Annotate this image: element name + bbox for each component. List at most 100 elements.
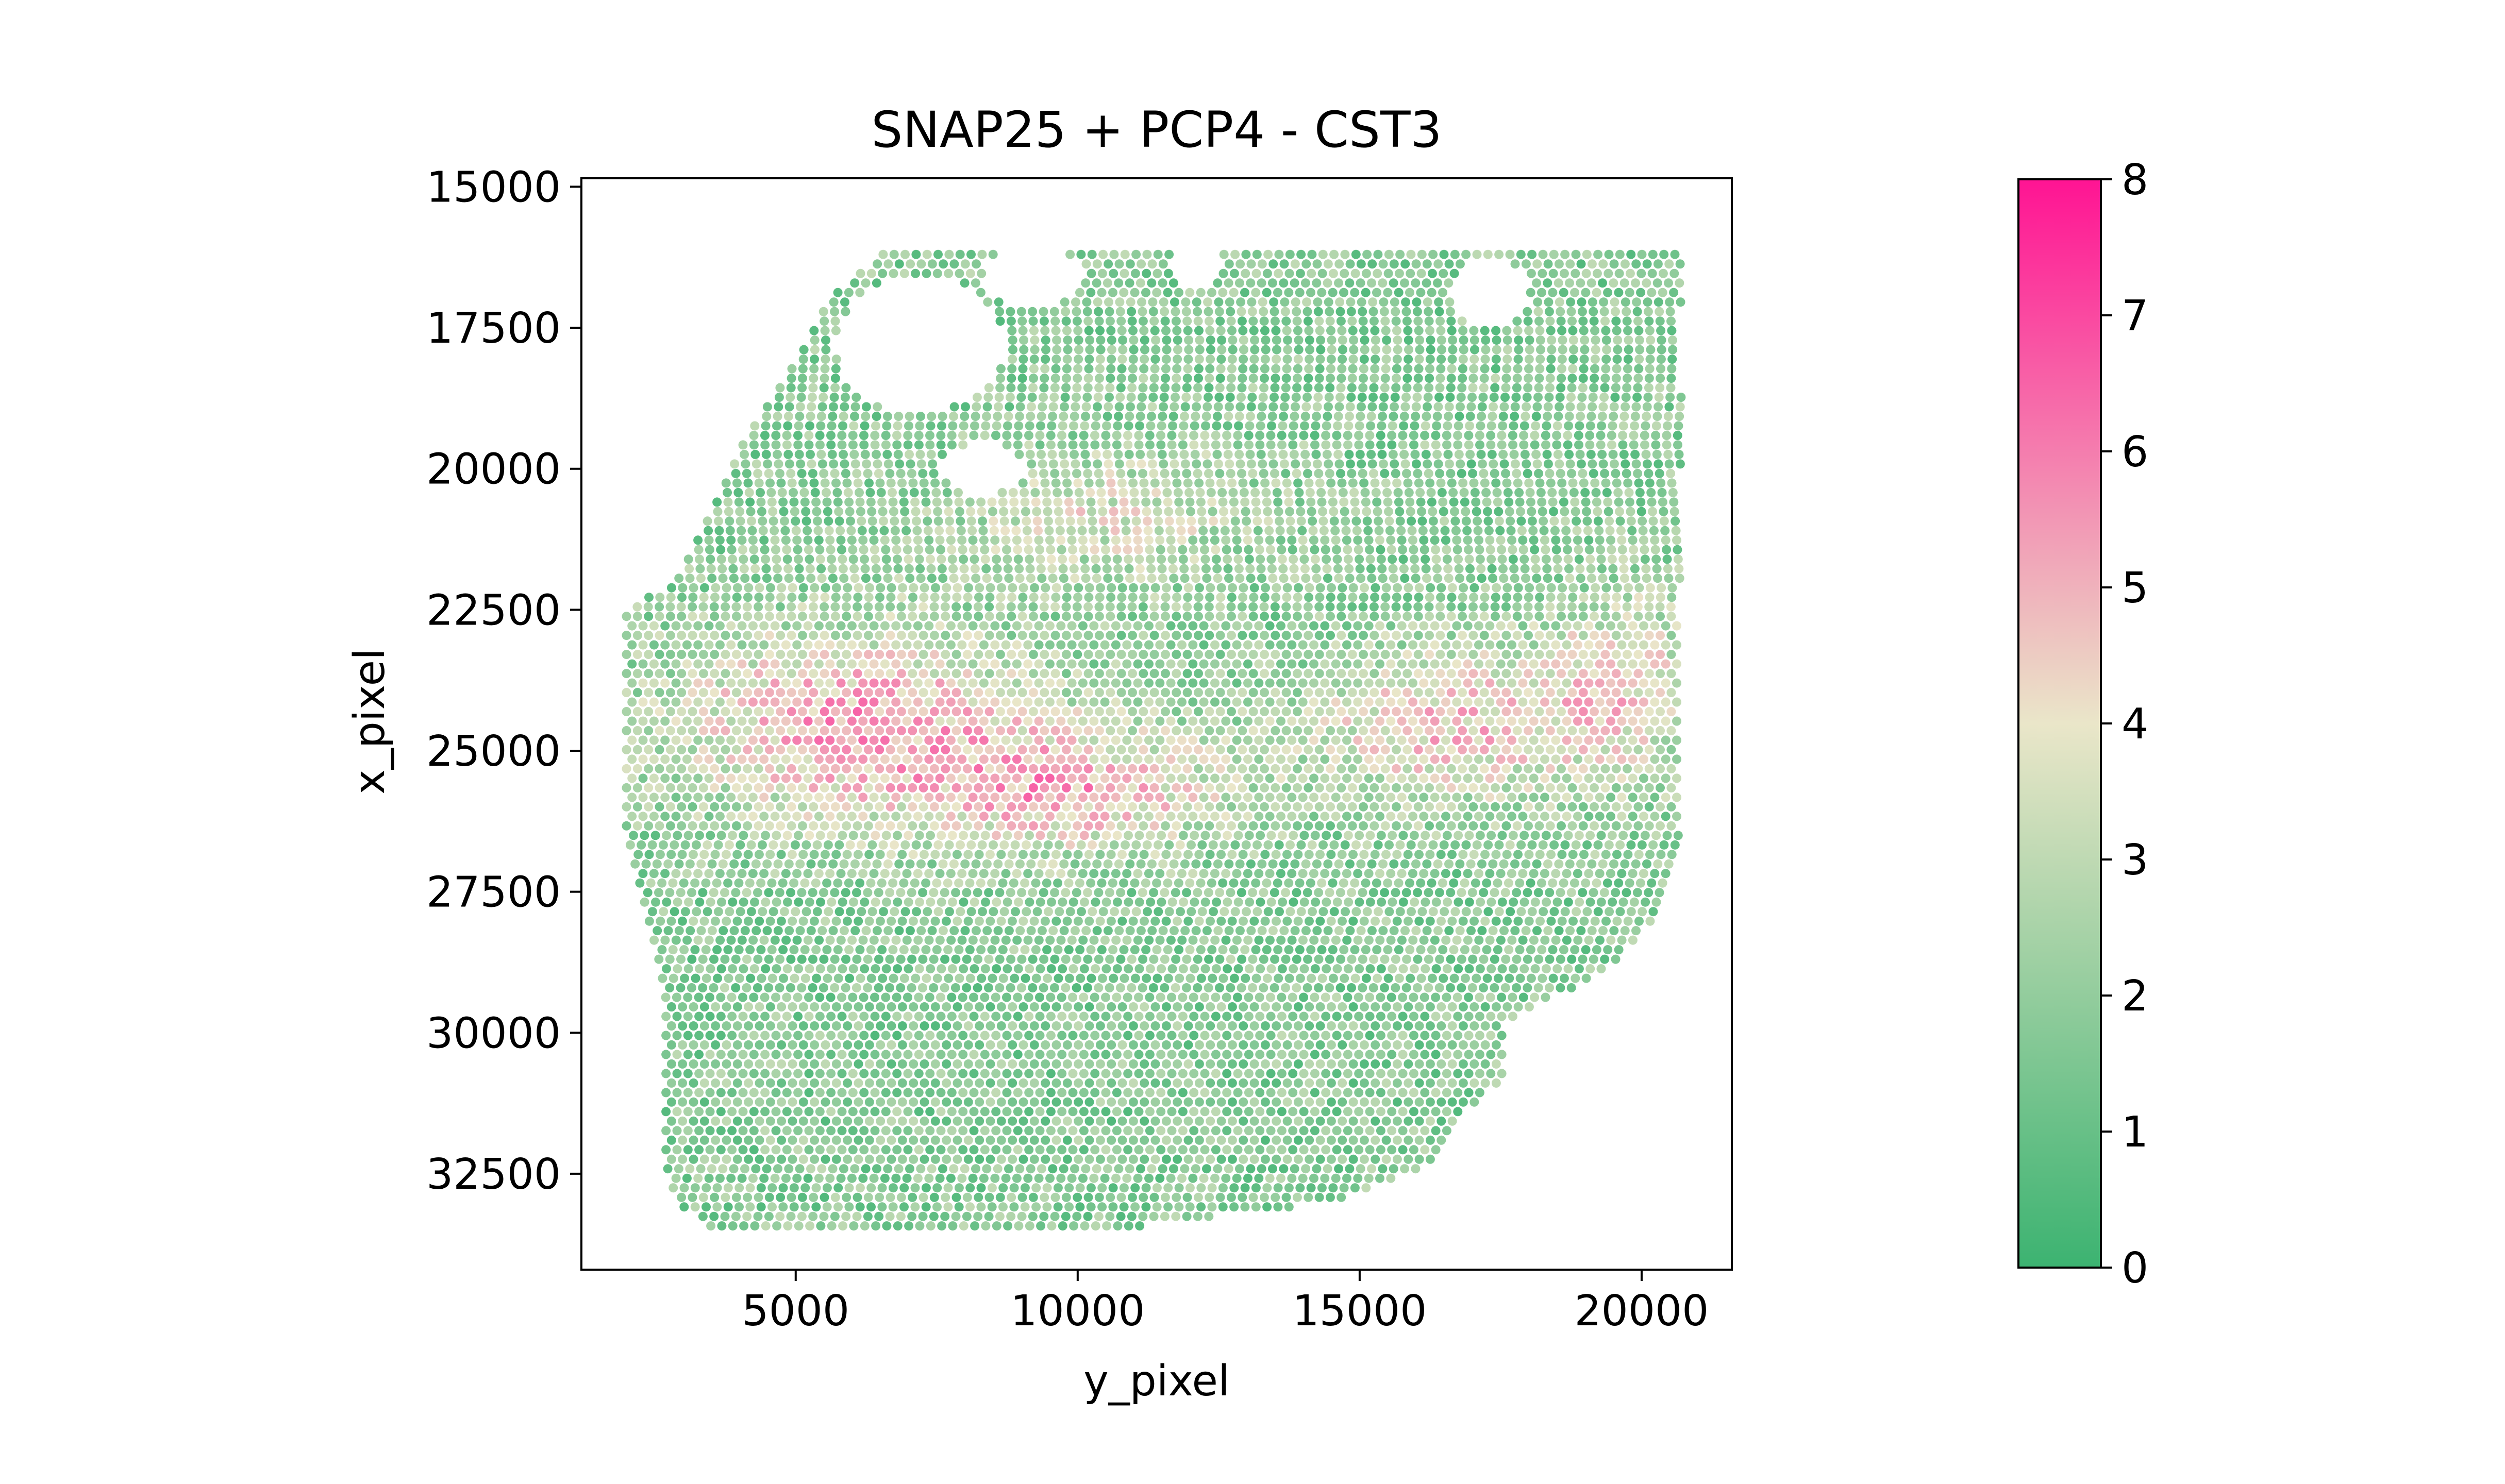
spot-point: [1138, 307, 1147, 316]
spot-point: [1437, 335, 1446, 345]
spot-point: [1413, 602, 1423, 612]
spot-point: [1293, 650, 1302, 660]
spot-point: [1465, 412, 1475, 421]
spot-point: [1463, 697, 1473, 707]
spot-point: [1089, 678, 1099, 688]
spot-point: [1359, 355, 1369, 364]
spot-point: [1023, 812, 1033, 821]
spot-point: [1540, 754, 1549, 764]
spot-point: [994, 297, 1004, 307]
spot-point: [1297, 526, 1307, 535]
spot-point: [727, 545, 737, 554]
spot-point: [1211, 545, 1221, 554]
spot-point: [1262, 288, 1272, 297]
spot-point: [1322, 449, 1332, 459]
spot-point: [1425, 364, 1434, 374]
spot-point: [853, 764, 862, 773]
spot-point: [1420, 440, 1430, 450]
spot-point: [891, 678, 901, 688]
spot-point: [1441, 697, 1450, 707]
spot-point: [1336, 383, 1346, 393]
spot-point: [1664, 459, 1674, 469]
spot-point: [1062, 593, 1072, 602]
spot-point: [1480, 364, 1490, 374]
spot-point: [1034, 812, 1044, 821]
spot-point: [799, 345, 809, 355]
spot-point: [1333, 564, 1343, 574]
spot-point: [1535, 355, 1545, 364]
spot-point: [1048, 402, 1058, 412]
spot-point: [1388, 564, 1398, 574]
spot-point: [1300, 564, 1310, 574]
spot-point: [1413, 707, 1423, 716]
spot-point: [1578, 726, 1588, 735]
spot-point: [902, 735, 912, 745]
spot-point: [1357, 459, 1366, 469]
spot-point: [1584, 640, 1594, 650]
spot-point: [1005, 402, 1014, 412]
spot-point: [1426, 487, 1436, 497]
spot-point: [1573, 697, 1582, 707]
spot-point: [825, 716, 835, 726]
spot-point: [816, 412, 826, 421]
spot-point: [1454, 554, 1463, 564]
spot-point: [968, 812, 978, 821]
spot-point: [845, 507, 855, 516]
spot-point: [1615, 507, 1624, 516]
spot-point: [1172, 612, 1181, 621]
spot-point: [1623, 745, 1632, 754]
spot-point: [1232, 735, 1242, 745]
spot-point: [1309, 792, 1318, 802]
spot-point: [1609, 402, 1619, 412]
spot-point: [1278, 564, 1288, 574]
spot-point: [1320, 697, 1330, 707]
spot-point: [1281, 764, 1291, 773]
spot-point: [1106, 593, 1116, 602]
spot-point: [710, 669, 720, 679]
spot-point: [627, 678, 637, 688]
spot-point: [1296, 249, 1306, 259]
spot-point: [1298, 659, 1308, 669]
spot-point: [1527, 507, 1537, 516]
spot-point: [1270, 307, 1279, 316]
spot-point: [1133, 812, 1143, 821]
spot-point: [1337, 593, 1347, 602]
spot-point: [831, 583, 841, 593]
spot-point: [1512, 612, 1522, 621]
spot-point: [1145, 431, 1155, 440]
spot-point: [1139, 650, 1148, 660]
spot-point: [1580, 487, 1590, 497]
spot-point: [797, 612, 807, 621]
spot-point: [1358, 316, 1368, 326]
spot-point: [1017, 707, 1027, 716]
spot-point: [1576, 259, 1586, 269]
spot-point: [1612, 478, 1622, 488]
spot-point: [1314, 468, 1324, 478]
spot-point: [1392, 478, 1402, 488]
spot-point: [1272, 583, 1281, 593]
spot-point: [1444, 259, 1454, 269]
spot-point: [1139, 631, 1148, 640]
spot-point: [1499, 402, 1509, 412]
spot-point: [957, 792, 967, 802]
spot-point: [875, 764, 884, 773]
spot-point: [984, 802, 994, 812]
spot-point: [844, 288, 854, 297]
spot-point: [1039, 393, 1048, 402]
spot-point: [1314, 726, 1324, 735]
spot-point: [638, 735, 648, 745]
spot-point: [1545, 612, 1555, 621]
spot-point: [1381, 478, 1391, 488]
spot-point: [1544, 393, 1554, 402]
spot-point: [1133, 716, 1143, 726]
spot-point: [1623, 593, 1632, 602]
spot-point: [1560, 249, 1570, 259]
spot-point: [1254, 621, 1264, 631]
spot-point: [1122, 754, 1132, 764]
spot-point: [1248, 764, 1258, 773]
spot-point: [1073, 764, 1082, 773]
spot-point: [1368, 307, 1378, 316]
spot-point: [1399, 449, 1409, 459]
spot-point: [913, 773, 923, 783]
spot-point: [1676, 393, 1686, 402]
